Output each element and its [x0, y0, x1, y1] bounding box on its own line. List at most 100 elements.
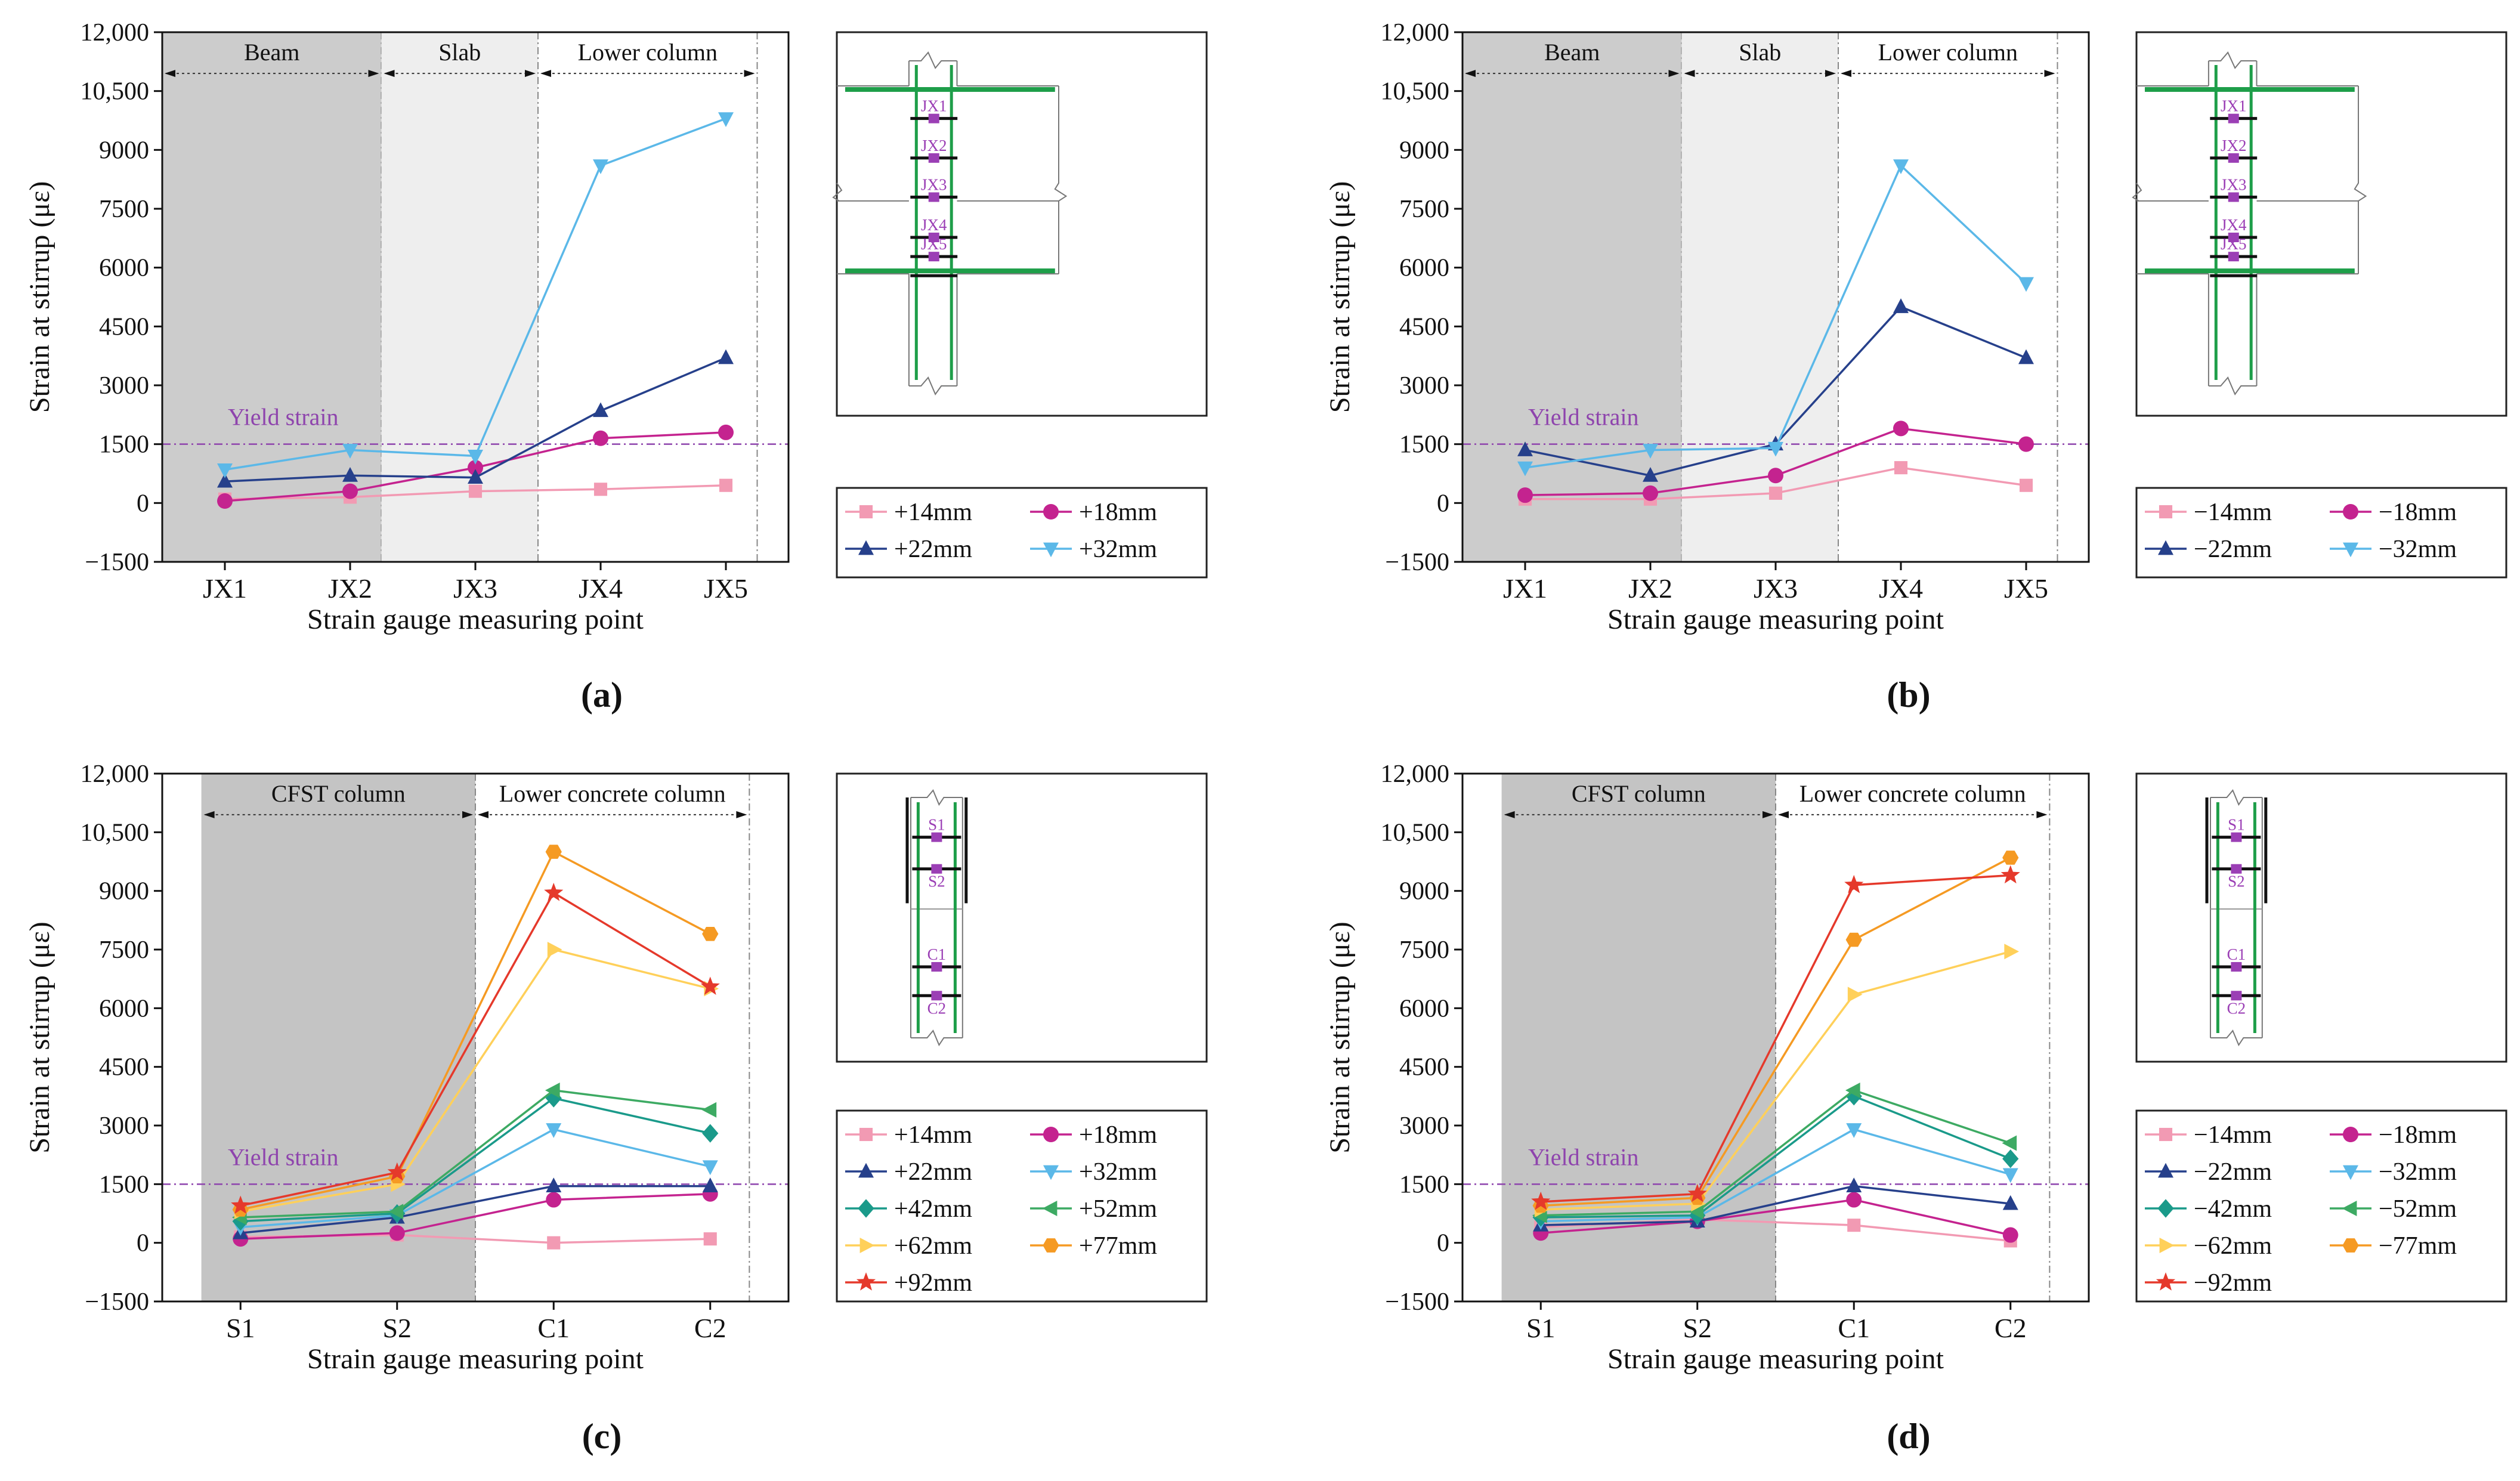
y-tick-label: −1500 [1385, 1288, 1449, 1316]
series-line [1541, 1128, 2011, 1223]
marker-down-icon [2018, 277, 2034, 292]
arrowhead-left-icon [1465, 70, 1476, 78]
x-axis-label: Strain gauge measuring point [1607, 1343, 1944, 1375]
legend-label: +77mm [1079, 1232, 1157, 1260]
panel-label: (b) [1887, 675, 1930, 715]
arrowhead-left-icon [384, 70, 395, 78]
diagram-frame [836, 31, 1208, 417]
x-tick-label: JX5 [2004, 573, 2048, 604]
y-tick-label: 6000 [1399, 995, 1449, 1022]
strain-gauge-icon [931, 864, 942, 874]
region-shade [1681, 32, 1838, 562]
x-tick-label: C2 [1995, 1313, 2027, 1343]
legend-frame [836, 1109, 1208, 1303]
series-line [1541, 1089, 2011, 1217]
arrowhead-right-icon [2036, 811, 2048, 818]
y-tick-label: 4500 [99, 1054, 149, 1081]
marker-down-icon [342, 444, 358, 459]
marker-up-icon [858, 540, 874, 555]
legend-label: −18mm [2379, 1121, 2457, 1149]
marker-down-icon [718, 112, 734, 128]
y-tick-label: 9000 [1399, 137, 1449, 164]
series-line [240, 1185, 710, 1235]
arrowhead-left-icon [1841, 70, 1851, 78]
arrowhead-right-icon [1825, 70, 1836, 78]
gauge-label: C2 [2227, 999, 2246, 1017]
series-line [240, 1097, 711, 1223]
plot-frame [1461, 772, 2090, 1303]
y-tick-label: −1500 [1385, 549, 1449, 576]
marker-square-icon [719, 478, 733, 492]
gauge-label: JX2 [921, 137, 947, 154]
x-tick-label: C2 [694, 1313, 726, 1343]
y-axis-label: Strain at stirrup (με) [24, 922, 55, 1153]
strain-gauge-icon [2228, 153, 2239, 163]
marker-diamond-icon [858, 1199, 874, 1218]
marker-star-icon [231, 1195, 251, 1214]
y-tick-label: 4500 [99, 313, 149, 341]
arrowhead-left-icon [1684, 70, 1695, 78]
x-tick-label: C1 [1838, 1313, 1870, 1343]
arrowhead-left-icon [1504, 811, 1515, 818]
y-tick-label: 9000 [99, 137, 149, 164]
marker-square-icon [1894, 461, 1908, 475]
series-line [1541, 1094, 2011, 1219]
gauge-label: JX5 [2221, 235, 2247, 253]
strain-gauge-icon [928, 192, 939, 202]
strain-gauge-icon [931, 832, 942, 842]
marker-star-icon [1531, 1191, 1551, 1210]
strain-gauge-icon [2228, 252, 2239, 262]
marker-hexagon-icon [1043, 1238, 1059, 1253]
marker-circle-icon [1768, 468, 1783, 484]
x-axis-label: Strain gauge measuring point [307, 604, 644, 635]
marker-circle-icon [1043, 1127, 1059, 1142]
x-tick-label: JX4 [1879, 573, 1923, 604]
marker-up-icon [1846, 1177, 1862, 1193]
chart-panel-b: Beam Slab Lower column Yield strain −1500 0 15… [1324, 19, 2507, 715]
y-tick-label: 10,500 [81, 78, 150, 106]
x-axis-label: Strain gauge measuring point [307, 1343, 644, 1375]
diagram-frame [836, 772, 1208, 1063]
strain-gauge-icon [2231, 832, 2242, 842]
marker-star-icon [1844, 874, 1864, 893]
diagram-break-bottom [911, 1029, 963, 1047]
strain-gauge-icon [931, 991, 942, 1001]
marker-square-icon [1847, 1219, 1861, 1232]
diagram-frame [2135, 772, 2507, 1063]
marker-circle-icon [217, 493, 233, 509]
chart-panel-c: CFST column Lower concrete column Yield st… [24, 760, 1208, 1456]
marker-star-icon [1687, 1183, 1707, 1202]
x-tick-label: JX1 [1503, 573, 1547, 604]
x-tick-label: JX3 [1754, 573, 1798, 604]
legend-label: −14mm [2194, 1121, 2272, 1149]
y-tick-label: 3000 [99, 1112, 149, 1140]
y-tick-label: 1500 [99, 1171, 149, 1198]
region-label: Slab [1739, 39, 1781, 66]
marker-square-icon [468, 484, 483, 498]
legend-label: −52mm [2379, 1195, 2457, 1223]
y-tick-label: 3000 [1399, 1112, 1449, 1140]
y-tick-label: 6000 [1399, 255, 1449, 282]
legend-label: +62mm [894, 1232, 972, 1260]
gauge-label: S1 [2228, 816, 2245, 834]
marker-up-icon [2158, 1162, 2173, 1178]
marker-star-icon [2000, 865, 2020, 884]
marker-circle-icon [2343, 1127, 2358, 1142]
marker-circle-icon [1043, 504, 1059, 520]
marker-up-icon [2002, 1195, 2018, 1210]
marker-left-icon [388, 1204, 404, 1220]
marker-circle-icon [718, 424, 734, 440]
region-shade [381, 32, 538, 562]
marker-up-icon [702, 1177, 718, 1193]
marker-down-icon [1768, 441, 1783, 457]
marker-square-icon [2159, 505, 2173, 519]
marker-right-icon [2159, 1238, 2175, 1253]
diagram-break-right [1054, 86, 1068, 274]
y-tick-label: −1500 [85, 549, 149, 576]
series-line [1541, 1185, 2011, 1226]
marker-hexagon-icon [545, 845, 562, 859]
y-tick-label: 4500 [1399, 1054, 1449, 1081]
marker-up-icon [342, 466, 358, 482]
arrowhead-right-icon [462, 811, 473, 818]
strain-gauge-icon [928, 252, 939, 262]
